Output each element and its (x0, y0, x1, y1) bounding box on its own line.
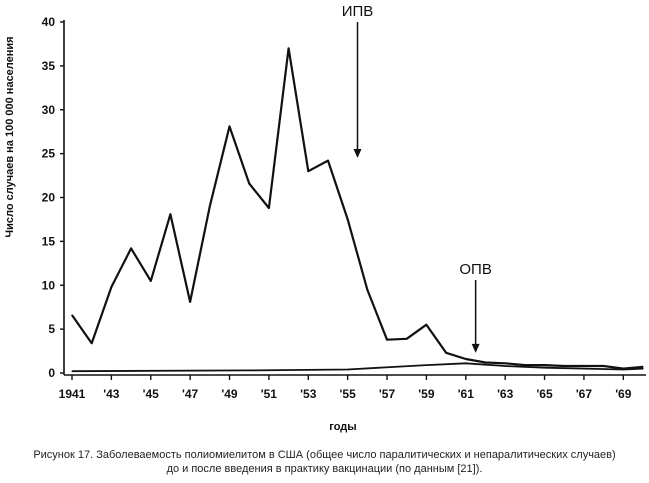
annotation-label: ИПВ (342, 3, 374, 20)
x-tick-label: '51 (261, 387, 278, 401)
data-point-total (150, 280, 152, 282)
x-tick-label: '43 (103, 387, 120, 401)
x-tick-label: '69 (615, 387, 632, 401)
data-point-total (228, 125, 231, 128)
y-tick-label: 40 (42, 15, 56, 29)
figure-caption-line-1: Рисунок 17. Заболеваемость полиомиелитом… (33, 449, 616, 461)
x-tick-label: '61 (458, 387, 475, 401)
data-point-total (189, 301, 191, 303)
y-tick-label: 0 (48, 366, 55, 380)
x-tick-label: '47 (182, 387, 199, 401)
data-point-total (425, 324, 428, 326)
data-point-paralytic (504, 365, 506, 367)
annotation-label: ОПВ (459, 261, 491, 278)
data-point-paralytic (543, 367, 546, 369)
series-line-total (71, 47, 644, 370)
y-axis-title: Число случаев на 100 000 населения (4, 36, 16, 237)
y-tick-label: 20 (42, 191, 56, 205)
y-tick-label: 5 (48, 322, 55, 336)
data-point-total (642, 366, 644, 368)
data-point-total (209, 205, 211, 207)
data-point-total (110, 286, 112, 288)
x-tick-label: 1941 (59, 387, 86, 401)
chart: Число случаев на 100 000 населения 0 5 10 1… (4, 3, 646, 433)
data-point-total (268, 207, 270, 209)
data-point-paralytic (642, 368, 644, 370)
data-point-total (91, 342, 93, 344)
y-tick-label: 30 (42, 103, 56, 117)
y-tick-label: 15 (42, 234, 56, 248)
data-point-paralytic (347, 368, 349, 371)
x-axis-title: годы (329, 421, 356, 433)
y-tick-label: 10 (42, 278, 56, 292)
data-point-paralytic (248, 369, 250, 371)
x-tick-label: '45 (143, 387, 160, 401)
y-axis: 0 5 10 15 20 25 30 35 40 (42, 15, 64, 380)
annotation-arrowhead (353, 149, 362, 159)
annotations: ИПВ ОПВ (342, 3, 492, 353)
x-tick-label: '53 (300, 387, 317, 401)
data-point-paralytic (71, 370, 73, 372)
data-point-paralytic (622, 368, 624, 371)
x-tick-label: '63 (497, 387, 514, 401)
x-tick-label: '59 (418, 387, 435, 401)
data-point-paralytic (465, 362, 467, 364)
data-point-total (543, 364, 546, 366)
x-tick-label: '65 (536, 387, 553, 401)
series-line-paralytic (71, 362, 644, 373)
data-point-paralytic (425, 364, 428, 366)
data-point-total (366, 289, 368, 291)
data-point-total (130, 247, 132, 249)
y-tick-label: 25 (42, 147, 56, 161)
data-point-total (327, 160, 329, 162)
data-point-total (406, 338, 408, 340)
data-point-total (386, 339, 388, 341)
data-point-total (583, 365, 585, 367)
x-axis: 1941 '43 '45 '47 '49 '51 '53 '55 '57 '59 '61 '63 '65… (59, 375, 632, 401)
data-point-total (504, 362, 506, 364)
x-tick-label: '55 (340, 387, 357, 401)
data-point-total (287, 47, 290, 49)
x-tick-label: '49 (221, 387, 238, 401)
data-point-total (445, 352, 447, 354)
data-point-total (307, 170, 309, 172)
data-point-total (465, 358, 467, 360)
data-point-total (248, 182, 250, 185)
data-point-total (563, 365, 565, 367)
figure-caption-line-2: до и после введения в практику вакцинаци… (166, 463, 483, 475)
series-layer (71, 47, 644, 373)
x-tick-label: '57 (379, 387, 396, 401)
data-point-total (169, 213, 172, 215)
data-point-total (603, 365, 605, 367)
data-point-total (484, 361, 487, 364)
data-point-total (347, 218, 349, 221)
y-tick-label: 35 (42, 59, 56, 73)
x-tick-label: '67 (576, 387, 593, 401)
data-point-total (71, 314, 73, 316)
data-point-paralytic (583, 368, 585, 370)
data-point-total (524, 364, 526, 366)
annotation-arrowhead (471, 343, 480, 353)
